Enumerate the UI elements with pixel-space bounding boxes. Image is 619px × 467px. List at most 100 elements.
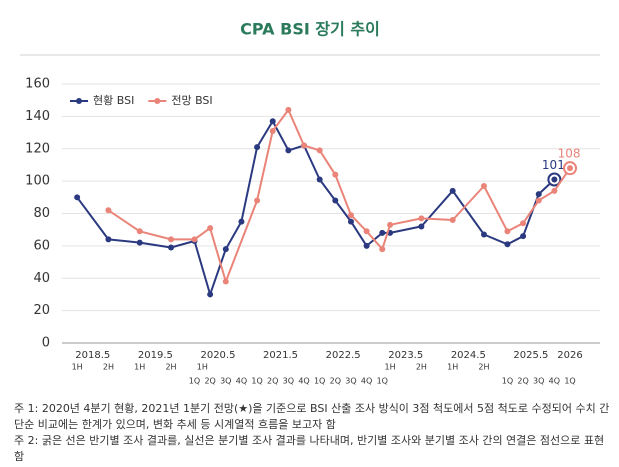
x-quarter-label: 1Q (564, 377, 575, 386)
point (332, 171, 339, 178)
x-half-label: 1H (72, 363, 83, 372)
x-half-label: 2H (416, 363, 427, 372)
chart: CPA BSI 장기 추이 0 20 40 60 80 100 120 140 160 2018.… (20, 20, 600, 386)
x-year-label: 2020.5 (200, 350, 235, 361)
x-half-label: 2H (165, 363, 176, 372)
x-quarter-label: 4Q (298, 377, 309, 386)
point (418, 223, 425, 230)
point-core (551, 176, 558, 183)
point (238, 218, 245, 225)
y-tick-label: 100 (25, 174, 50, 189)
point (105, 207, 112, 214)
point (222, 246, 229, 253)
x-quarter-label: 3Q (345, 377, 356, 386)
point (480, 231, 487, 238)
x-half-label: 1H (134, 363, 145, 372)
x-year-label: 2019.5 (138, 350, 173, 361)
x-quarter-label: 1Q (251, 377, 262, 386)
point-core (567, 165, 574, 172)
point (535, 191, 542, 198)
x-quarter-label: 2Q (330, 377, 341, 386)
x-half-label: 2H (103, 363, 114, 372)
x-year-label: 2026 (557, 350, 582, 361)
legend-label: 현황 BSI (93, 94, 134, 107)
point (269, 127, 276, 134)
point (74, 194, 81, 201)
point (504, 241, 511, 248)
x-quarter-label: 1Q (377, 377, 388, 386)
point (136, 228, 143, 235)
x-half-label: 1H (197, 363, 208, 372)
chart-title: CPA BSI 장기 추이 (240, 20, 380, 39)
x-quarter-label: 4Q (361, 377, 372, 386)
x-half-label: 1H (385, 363, 396, 372)
x-quarter-label: 2Q (517, 377, 528, 386)
x-year-label: 2025.5 (513, 350, 548, 361)
point (504, 228, 511, 235)
point (520, 220, 527, 227)
x-quarter-label: 1Q (189, 377, 200, 386)
x-quarter-label: 1Q (502, 377, 513, 386)
x-quarter-label: 2Q (267, 377, 278, 386)
point (285, 106, 292, 113)
point (207, 225, 214, 232)
point (105, 236, 112, 243)
x-quarter-label: 4Q (236, 377, 247, 386)
series-line (107, 108, 571, 283)
x-year-label: 2021.5 (263, 350, 298, 361)
x-quarter-label: 1Q (314, 377, 325, 386)
point (269, 118, 276, 125)
series-line (76, 120, 556, 296)
point (449, 216, 456, 223)
x-year-label: 2023.5 (388, 350, 423, 361)
legend-label: 전망 BSI (171, 94, 212, 107)
data-label: 101 (542, 158, 565, 172)
point (168, 236, 175, 243)
note: 주 2: 굵은 선은 반기별 조사 결과를, 실선은 분기별 조사 결과를 나타… (14, 434, 605, 463)
y-tick-label: 160 (25, 77, 50, 92)
point (254, 144, 261, 151)
point (301, 142, 308, 149)
x-quarter-label: 4Q (549, 377, 560, 386)
notes: 주 1: 2020년 4분기 현황, 2021년 1분기 전망(★)을 기준으로… (14, 401, 610, 465)
note: 주 1: 2020년 4분기 현황, 2021년 1분기 전망(★)을 기준으로… (14, 402, 610, 431)
legend-dot (76, 98, 82, 104)
point (347, 218, 354, 225)
x-half-label: 1H (447, 363, 458, 372)
x-quarter-label: 2Q (204, 377, 215, 386)
x-year-label: 2018.5 (75, 350, 110, 361)
legend-dot (154, 98, 161, 104)
point (449, 187, 456, 194)
point (316, 176, 323, 183)
y-tick-label: 120 (25, 141, 50, 156)
y-tick-label: 20 (33, 303, 50, 318)
point (168, 244, 175, 251)
x-quarter-label: 3Q (283, 377, 294, 386)
x-quarter-label: 3Q (220, 377, 231, 386)
point (332, 197, 339, 204)
x-quarter-label: 3Q (533, 377, 544, 386)
point (285, 147, 292, 154)
point (254, 197, 261, 204)
point (363, 228, 370, 235)
data-label: 108 (558, 147, 581, 161)
y-tick-label: 80 (33, 206, 50, 221)
y-tick-label: 140 (25, 109, 50, 124)
point (191, 236, 198, 243)
point (222, 278, 229, 285)
point (379, 246, 386, 253)
point (535, 197, 542, 204)
point (480, 182, 487, 189)
point (520, 233, 527, 240)
point (347, 212, 354, 219)
x-year-label: 2022.5 (326, 350, 361, 361)
point (316, 147, 323, 154)
y-tick-label: 0 (42, 336, 50, 351)
point (387, 221, 394, 228)
y-tick-label: 60 (33, 238, 50, 253)
point (418, 215, 425, 222)
point (207, 291, 214, 298)
x-year-label: 2024.5 (451, 350, 486, 361)
y-tick-label: 40 (33, 271, 50, 286)
